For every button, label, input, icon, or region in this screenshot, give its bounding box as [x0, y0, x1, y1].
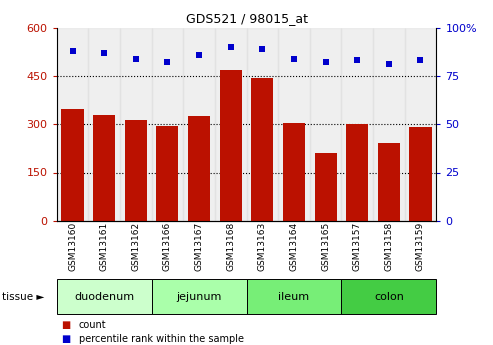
Bar — [341, 28, 373, 221]
Bar — [57, 28, 88, 221]
Title: GDS521 / 98015_at: GDS521 / 98015_at — [185, 12, 308, 25]
Point — [417, 58, 424, 63]
Bar — [310, 28, 341, 221]
Bar — [120, 28, 152, 221]
Point — [69, 48, 76, 53]
Bar — [283, 122, 305, 221]
Bar — [62, 109, 84, 221]
Point — [258, 46, 266, 52]
Bar — [409, 127, 431, 221]
Point — [132, 56, 140, 61]
Text: ■: ■ — [62, 334, 71, 344]
Bar — [215, 28, 246, 221]
Point — [385, 61, 393, 67]
Bar — [88, 28, 120, 221]
Bar — [152, 28, 183, 221]
Bar — [246, 28, 278, 221]
Text: ■: ■ — [62, 320, 71, 330]
Bar — [188, 116, 210, 221]
Point — [321, 60, 329, 65]
Bar — [378, 143, 400, 221]
Bar — [405, 28, 436, 221]
Bar — [251, 78, 274, 221]
Point — [290, 56, 298, 61]
Bar — [315, 153, 337, 221]
Bar — [125, 120, 147, 221]
Point — [164, 60, 172, 65]
Text: jejunum: jejunum — [176, 292, 222, 302]
Bar — [246, 279, 341, 314]
Bar — [346, 124, 368, 221]
Text: percentile rank within the sample: percentile rank within the sample — [79, 334, 244, 344]
Bar — [93, 115, 115, 221]
Bar — [219, 70, 242, 221]
Text: ileum: ileum — [279, 292, 310, 302]
Bar — [373, 28, 405, 221]
Point — [227, 44, 235, 50]
Bar — [183, 28, 215, 221]
Bar — [278, 28, 310, 221]
Bar — [152, 279, 246, 314]
Point — [195, 52, 203, 57]
Text: duodenum: duodenum — [74, 292, 134, 302]
Bar — [57, 279, 152, 314]
Point — [100, 50, 108, 56]
Bar — [156, 126, 178, 221]
Bar — [341, 279, 436, 314]
Text: colon: colon — [374, 292, 404, 302]
Text: count: count — [79, 320, 106, 330]
Point — [353, 58, 361, 63]
Text: tissue ►: tissue ► — [2, 292, 45, 302]
